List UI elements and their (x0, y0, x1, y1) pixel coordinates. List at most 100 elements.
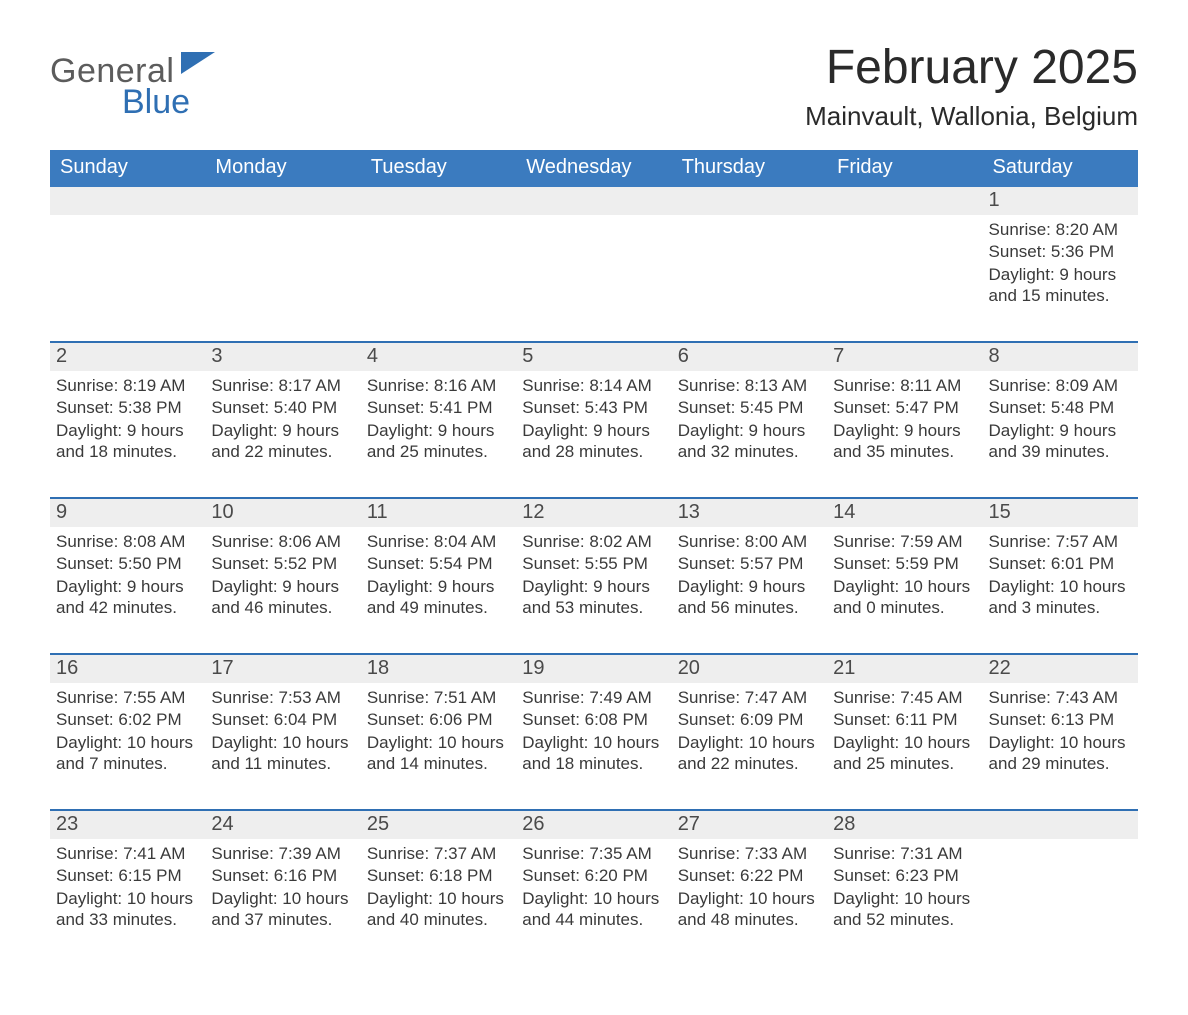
daylight-line: Daylight: 9 hours and 46 minutes. (211, 576, 350, 619)
day-number-8: 8 (983, 343, 1138, 371)
sunrise-line: Sunrise: 8:09 AM (989, 375, 1128, 396)
logo-flag-icon (181, 52, 215, 76)
sunrise-line: Sunrise: 7:41 AM (56, 843, 195, 864)
day-detail-17: Sunrise: 7:53 AMSunset: 6:04 PMDaylight:… (205, 683, 360, 783)
day-detail-12: Sunrise: 8:02 AMSunset: 5:55 PMDaylight:… (516, 527, 671, 627)
detail-row: Sunrise: 8:08 AMSunset: 5:50 PMDaylight:… (50, 527, 1138, 627)
daylight-line: Daylight: 10 hours and 3 minutes. (989, 576, 1128, 619)
sunset-line: Sunset: 5:55 PM (522, 553, 661, 574)
month-title: February 2025 (805, 40, 1138, 95)
day-detail-6: Sunrise: 8:13 AMSunset: 5:45 PMDaylight:… (672, 371, 827, 471)
day-detail-11: Sunrise: 8:04 AMSunset: 5:54 PMDaylight:… (361, 527, 516, 627)
sunrise-line: Sunrise: 7:47 AM (678, 687, 817, 708)
weekday-header-monday: Monday (205, 150, 360, 187)
sunset-line: Sunset: 6:22 PM (678, 865, 817, 886)
day-number-7: 7 (827, 343, 982, 371)
day-detail-14: Sunrise: 7:59 AMSunset: 5:59 PMDaylight:… (827, 527, 982, 627)
sunset-line: Sunset: 5:36 PM (989, 241, 1128, 262)
page-header: General Blue February 2025 Mainvault, Wa… (50, 40, 1138, 132)
weekday-header-saturday: Saturday (983, 150, 1138, 187)
sunrise-line: Sunrise: 8:08 AM (56, 531, 195, 552)
daynum-row: 232425262728 (50, 809, 1138, 839)
daylight-line: Daylight: 10 hours and 33 minutes. (56, 888, 195, 931)
day-detail-24: Sunrise: 7:39 AMSunset: 6:16 PMDaylight:… (205, 839, 360, 939)
sunrise-line: Sunrise: 7:53 AM (211, 687, 350, 708)
daylight-line: Daylight: 10 hours and 48 minutes. (678, 888, 817, 931)
day-number-11: 11 (361, 499, 516, 527)
day-detail-empty (672, 215, 827, 315)
detail-row: Sunrise: 7:41 AMSunset: 6:15 PMDaylight:… (50, 839, 1138, 939)
day-detail-empty (361, 215, 516, 315)
day-number-26: 26 (516, 811, 671, 839)
day-number-20: 20 (672, 655, 827, 683)
day-number-14: 14 (827, 499, 982, 527)
daylight-line: Daylight: 9 hours and 15 minutes. (989, 264, 1128, 307)
location-subtitle: Mainvault, Wallonia, Belgium (805, 101, 1138, 132)
day-detail-empty (516, 215, 671, 315)
day-detail-27: Sunrise: 7:33 AMSunset: 6:22 PMDaylight:… (672, 839, 827, 939)
sunset-line: Sunset: 6:08 PM (522, 709, 661, 730)
sunset-line: Sunset: 5:40 PM (211, 397, 350, 418)
daylight-line: Daylight: 10 hours and 18 minutes. (522, 732, 661, 775)
day-detail-8: Sunrise: 8:09 AMSunset: 5:48 PMDaylight:… (983, 371, 1138, 471)
sunrise-line: Sunrise: 7:37 AM (367, 843, 506, 864)
sunrise-line: Sunrise: 8:14 AM (522, 375, 661, 396)
day-number-3: 3 (205, 343, 360, 371)
day-detail-25: Sunrise: 7:37 AMSunset: 6:18 PMDaylight:… (361, 839, 516, 939)
sunset-line: Sunset: 6:04 PM (211, 709, 350, 730)
day-number-6: 6 (672, 343, 827, 371)
day-detail-21: Sunrise: 7:45 AMSunset: 6:11 PMDaylight:… (827, 683, 982, 783)
day-number-empty (361, 187, 516, 215)
sunrise-line: Sunrise: 7:57 AM (989, 531, 1128, 552)
calendar-page: General Blue February 2025 Mainvault, Wa… (0, 0, 1188, 1015)
daylight-line: Daylight: 10 hours and 22 minutes. (678, 732, 817, 775)
daylight-line: Daylight: 9 hours and 18 minutes. (56, 420, 195, 463)
sunrise-line: Sunrise: 7:33 AM (678, 843, 817, 864)
day-number-23: 23 (50, 811, 205, 839)
day-detail-26: Sunrise: 7:35 AMSunset: 6:20 PMDaylight:… (516, 839, 671, 939)
day-detail-2: Sunrise: 8:19 AMSunset: 5:38 PMDaylight:… (50, 371, 205, 471)
sunrise-line: Sunrise: 7:49 AM (522, 687, 661, 708)
title-block: February 2025 Mainvault, Wallonia, Belgi… (805, 40, 1138, 132)
daynum-row: 2345678 (50, 341, 1138, 371)
sunset-line: Sunset: 5:43 PM (522, 397, 661, 418)
day-number-18: 18 (361, 655, 516, 683)
day-detail-empty (205, 215, 360, 315)
day-number-24: 24 (205, 811, 360, 839)
sunrise-line: Sunrise: 7:39 AM (211, 843, 350, 864)
day-detail-19: Sunrise: 7:49 AMSunset: 6:08 PMDaylight:… (516, 683, 671, 783)
day-detail-15: Sunrise: 7:57 AMSunset: 6:01 PMDaylight:… (983, 527, 1138, 627)
daylight-line: Daylight: 9 hours and 39 minutes. (989, 420, 1128, 463)
day-number-12: 12 (516, 499, 671, 527)
sunset-line: Sunset: 6:13 PM (989, 709, 1128, 730)
sunset-line: Sunset: 5:59 PM (833, 553, 972, 574)
daylight-line: Daylight: 9 hours and 49 minutes. (367, 576, 506, 619)
day-detail-9: Sunrise: 8:08 AMSunset: 5:50 PMDaylight:… (50, 527, 205, 627)
sunset-line: Sunset: 5:38 PM (56, 397, 195, 418)
sunset-line: Sunset: 5:52 PM (211, 553, 350, 574)
sunset-line: Sunset: 5:47 PM (833, 397, 972, 418)
daynum-row: 9101112131415 (50, 497, 1138, 527)
day-detail-empty (50, 215, 205, 315)
day-number-9: 9 (50, 499, 205, 527)
day-number-empty (983, 811, 1138, 839)
daylight-line: Daylight: 9 hours and 28 minutes. (522, 420, 661, 463)
sunrise-line: Sunrise: 7:35 AM (522, 843, 661, 864)
sunset-line: Sunset: 6:16 PM (211, 865, 350, 886)
day-number-22: 22 (983, 655, 1138, 683)
sunrise-line: Sunrise: 8:20 AM (989, 219, 1128, 240)
sunrise-line: Sunrise: 7:45 AM (833, 687, 972, 708)
day-detail-18: Sunrise: 7:51 AMSunset: 6:06 PMDaylight:… (361, 683, 516, 783)
weekday-header-tuesday: Tuesday (361, 150, 516, 187)
day-number-15: 15 (983, 499, 1138, 527)
sunset-line: Sunset: 6:02 PM (56, 709, 195, 730)
daylight-line: Daylight: 10 hours and 40 minutes. (367, 888, 506, 931)
sunset-line: Sunset: 6:18 PM (367, 865, 506, 886)
day-detail-23: Sunrise: 7:41 AMSunset: 6:15 PMDaylight:… (50, 839, 205, 939)
sunset-line: Sunset: 5:57 PM (678, 553, 817, 574)
weekday-header-friday: Friday (827, 150, 982, 187)
daylight-line: Daylight: 9 hours and 56 minutes. (678, 576, 817, 619)
day-detail-7: Sunrise: 8:11 AMSunset: 5:47 PMDaylight:… (827, 371, 982, 471)
day-number-1: 1 (983, 187, 1138, 215)
sunrise-line: Sunrise: 7:59 AM (833, 531, 972, 552)
